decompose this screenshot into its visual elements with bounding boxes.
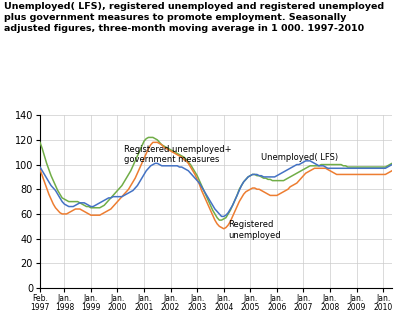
Text: Registered unemployed+
government measures: Registered unemployed+ government measur… [124, 145, 232, 164]
Text: Unemployed( LFS): Unemployed( LFS) [261, 154, 338, 163]
Text: Unemployed( LFS), registered unemployed and registered unemployed
plus governmen: Unemployed( LFS), registered unemployed … [4, 2, 384, 33]
Text: Registered
unemployed: Registered unemployed [228, 220, 281, 239]
